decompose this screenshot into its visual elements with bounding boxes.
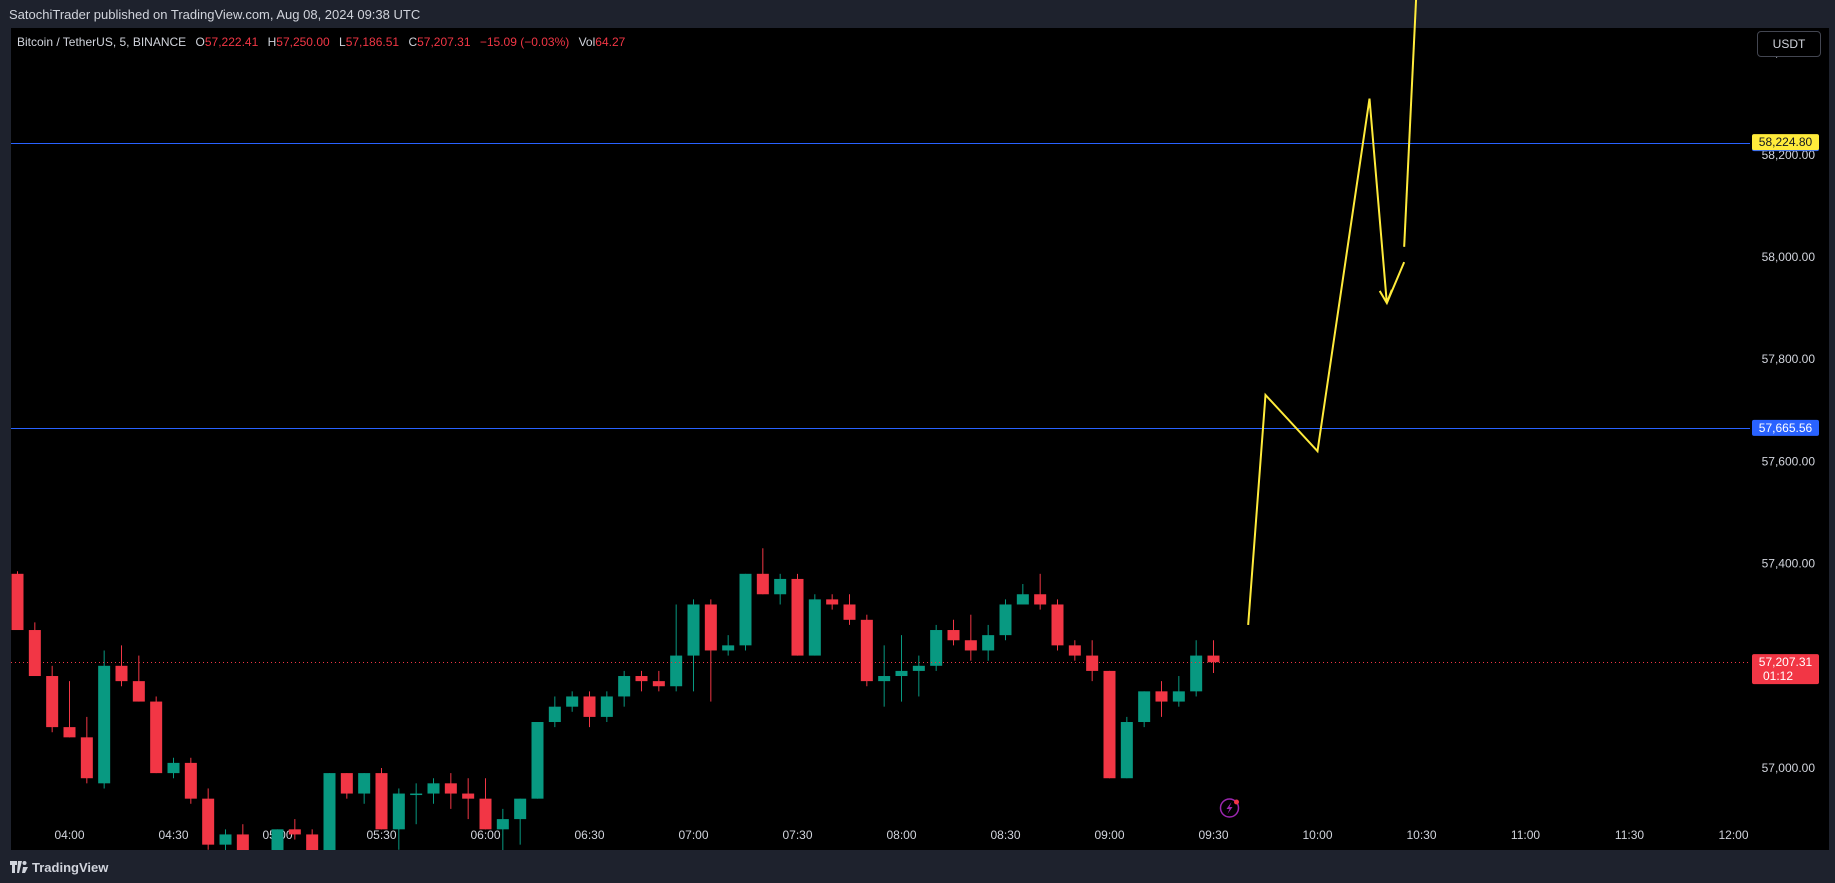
tradingview-logo[interactable]: TradingView (10, 860, 108, 875)
open-value: 57,222.41 (204, 35, 259, 49)
publish-info: SatochiTrader published on TradingView.c… (9, 7, 421, 22)
symbol-label[interactable]: Bitcoin / TetherUS, 5, BINANCE (17, 35, 187, 49)
volume-value: 64.27 (595, 35, 626, 49)
tradingview-brand: TradingView (32, 860, 109, 875)
close-label: C (408, 35, 418, 49)
low-label: L (339, 35, 346, 49)
tradingview-logo-icon (10, 861, 28, 873)
volume-label: Vol (578, 35, 596, 49)
open-label: O (195, 35, 205, 49)
change-value: −15.09 (−0.03%) (479, 35, 570, 49)
ohlc-legend: Bitcoin / TetherUS, 5, BINANCE O57,222.4… (17, 35, 625, 49)
currency-button[interactable]: USDT (1757, 31, 1821, 57)
footer-bar: TradingView (0, 850, 1835, 883)
publish-bar: SatochiTrader published on TradingView.c… (0, 0, 1835, 28)
chart-area[interactable] (11, 28, 1829, 850)
low-value: 57,186.51 (345, 35, 400, 49)
close-value: 57,207.31 (417, 35, 471, 49)
high-label: H (267, 35, 277, 49)
high-value: 57,250.00 (276, 35, 330, 49)
